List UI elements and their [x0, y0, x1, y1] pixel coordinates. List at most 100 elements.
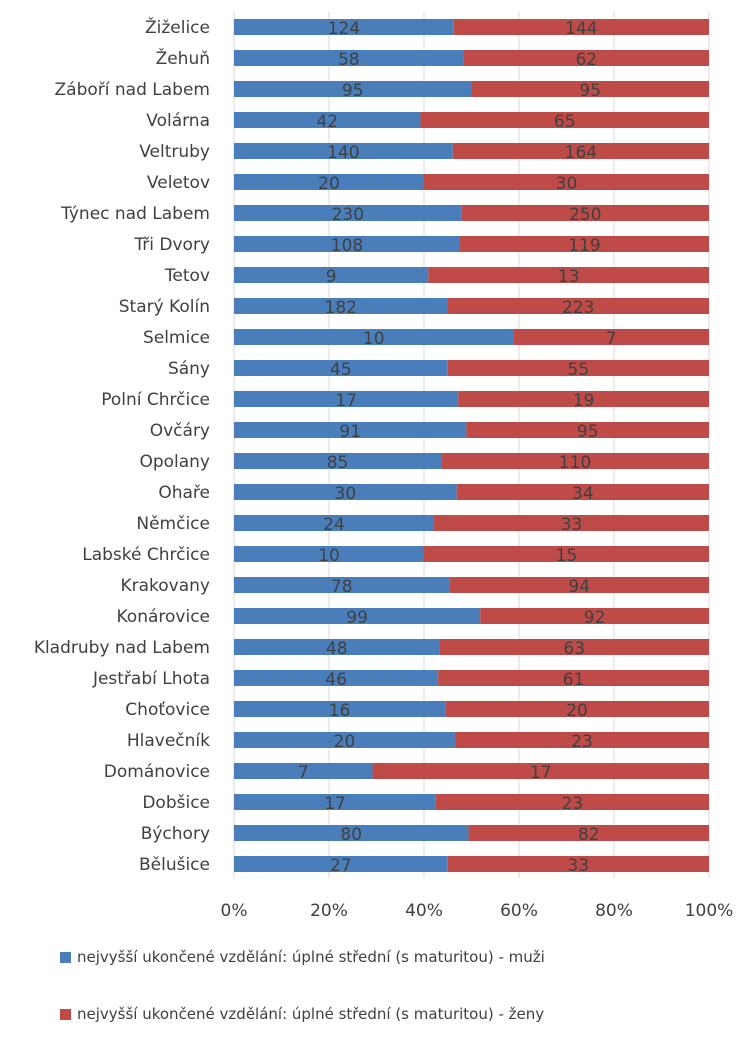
bar-women: [445, 701, 709, 717]
legend-label-men: nejvyšší ukončené vzdělání: úplné středn…: [77, 948, 545, 966]
bar-women: [420, 112, 709, 128]
data-label-women: 7: [606, 329, 617, 349]
x-tick-label: 20%: [310, 901, 348, 921]
legend-item-men: nejvyšší ukončené vzdělání: úplné středn…: [60, 948, 740, 966]
category-label: Dománovice: [104, 762, 210, 782]
category-label: Kladruby nad Labem: [34, 638, 210, 658]
bar-men: [234, 329, 514, 345]
bar-women: [458, 391, 709, 407]
data-label-men: 85: [327, 453, 349, 473]
category-label: Žehuň: [156, 47, 210, 69]
legend-swatch-men: [60, 951, 71, 963]
bar-men: [234, 174, 424, 190]
data-label-women: 95: [579, 81, 601, 101]
data-label-women: 33: [561, 515, 583, 535]
bar-men: [234, 608, 481, 624]
data-label-men: 17: [335, 391, 357, 411]
x-tick-label: 40%: [405, 901, 443, 921]
data-label-men: 42: [316, 112, 338, 132]
category-labels: Žiželice Žehuň Záboří nad Labem Volárna Velt…: [34, 16, 210, 875]
data-label-men: 124: [328, 19, 360, 39]
bar-men: [234, 143, 453, 159]
data-label-women: 82: [578, 825, 600, 845]
category-label: Tetov: [164, 266, 210, 286]
data-label-women: 164: [565, 143, 597, 163]
bar-men: [234, 391, 459, 407]
category-label: Hlavečník: [127, 731, 210, 751]
data-label-women: 33: [568, 856, 590, 876]
bar-men: [234, 577, 450, 593]
data-label-men: 16: [329, 701, 351, 721]
gridlines: [233, 12, 710, 878]
category-label: Tři Dvory: [133, 235, 210, 255]
bar-men: [234, 484, 457, 500]
category-label: Žiželice: [145, 16, 210, 38]
bar-men: [234, 546, 424, 562]
data-label-men: 230: [332, 205, 364, 225]
data-label-men: 91: [339, 422, 361, 442]
legend-label-women: nejvyšší ukončené vzdělání: úplné středn…: [77, 1005, 545, 1023]
bar-men: [234, 639, 440, 655]
bar-men: [234, 794, 436, 810]
category-label: Veletov: [147, 173, 210, 193]
data-label-men: 108: [331, 236, 363, 256]
category-label: Ohaře: [158, 483, 210, 503]
bar-women: [439, 639, 709, 655]
bar-women: [424, 174, 709, 190]
bars: [234, 19, 709, 872]
data-label-women: 94: [568, 577, 590, 597]
bar-men: [234, 732, 455, 748]
data-label-men: 78: [331, 577, 353, 597]
bar-men: [234, 763, 373, 779]
bar-men: [234, 236, 460, 252]
data-label-men: 140: [327, 143, 359, 163]
category-label: Bělušice: [139, 855, 210, 875]
bar-women: [459, 236, 709, 252]
data-label-women: 95: [577, 422, 599, 442]
data-label-women: 20: [566, 701, 588, 721]
bar-men: [234, 50, 464, 66]
bar-men: [234, 856, 448, 872]
data-label-women: 15: [556, 546, 578, 566]
bar-women: [454, 732, 709, 748]
category-label: Býchory: [141, 824, 210, 844]
data-label-women: 110: [559, 453, 591, 473]
bar-women: [372, 763, 709, 779]
bar-men: [234, 825, 469, 841]
bar-men: [234, 422, 467, 438]
category-label: Konárovice: [117, 607, 211, 627]
bar-women: [468, 825, 709, 841]
x-tick-label: 0%: [221, 901, 248, 921]
data-label-men: 95: [342, 81, 364, 101]
data-label-men: 20: [334, 732, 356, 752]
data-label-men: 27: [330, 856, 352, 876]
bar-men: [234, 360, 448, 376]
data-label-women: 13: [558, 267, 580, 287]
category-label: Ovčáry: [150, 421, 210, 441]
category-label: Volárna: [146, 111, 210, 131]
x-tick-label: 60%: [500, 901, 538, 921]
data-label-women: 250: [569, 205, 601, 225]
data-label-women: 23: [571, 732, 593, 752]
bar-men: [234, 205, 462, 221]
bar-men: [234, 701, 446, 717]
bar-men: [234, 515, 434, 531]
legend-swatch-women: [60, 1008, 71, 1020]
category-label: Němčice: [136, 514, 210, 534]
x-tick-label: 80%: [595, 901, 633, 921]
x-tick-label: 100%: [685, 901, 734, 921]
category-label: Jestřabí Lhota: [92, 669, 210, 689]
data-label-women: 55: [568, 360, 590, 380]
data-label-men: 58: [338, 50, 360, 70]
category-label: Krakovany: [120, 576, 210, 596]
bar-men: [234, 453, 442, 469]
data-label-women: 65: [554, 112, 576, 132]
category-label: Starý Kolín: [119, 297, 210, 317]
bar-women: [447, 856, 709, 872]
bar-women: [461, 205, 709, 221]
bar-women: [452, 143, 709, 159]
category-label: Polní Chrčice: [101, 390, 210, 410]
bar-women: [466, 422, 709, 438]
